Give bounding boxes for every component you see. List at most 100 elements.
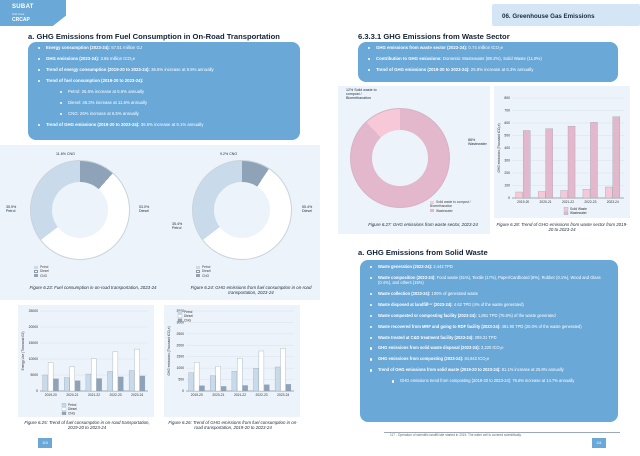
summary-key: GHG emissions (2023-24):: [46, 55, 100, 61]
summary-item: Contribution to GHG emissions: Domestic …: [368, 56, 608, 62]
summary-key: Trend of energy consumption (2019-20 to …: [46, 66, 150, 72]
summary-item: Trend of fuel consumption (2019-20 to 20…: [38, 78, 290, 84]
summary-value: 36.6% increase at 9.5% annually: [149, 66, 214, 72]
summary-item: Diesel: 46.3% increase at 11.6% annually: [38, 99, 290, 106]
donut-hole: [214, 182, 270, 238]
summary-value: GHG emissions trend from composting (201…: [400, 378, 575, 384]
legend-swatch: [563, 207, 569, 211]
y-tick-label: 100: [504, 184, 510, 188]
bar: [582, 189, 591, 199]
x-tick-label: 2021-22: [88, 393, 100, 397]
summary-item: Trend of GHG emissions (2019-20 to 2023-…: [368, 66, 608, 73]
fuel-consumption-donut: [30, 160, 130, 260]
bar: [545, 128, 553, 199]
x-tick-label: 2019-20: [45, 393, 57, 397]
summary-value: Petrol: 26.6% increase at 6.6% annually: [68, 88, 145, 94]
summary-value: 2,442 TPD: [432, 264, 453, 269]
bar: [193, 362, 200, 392]
legend-swatch: [196, 265, 200, 269]
legend-swatch: [34, 265, 38, 269]
summary-key: Trend of GHG emissions (2019-20 to 2023-…: [376, 66, 470, 72]
bar: [567, 125, 576, 199]
y-tick-label: 300: [504, 159, 510, 163]
summary-value: 0.74 million tCO₂e: [467, 45, 504, 50]
x-tick-label: 2023-24: [277, 393, 289, 397]
fuel-summary-list: Energy consumption (2023-24): 57.51 mill…: [38, 45, 290, 128]
figure-6-24-caption: Figure 6.24: GHG emissions from fuel con…: [190, 285, 312, 295]
summary-item: Trend of GHG emissions from solid waste …: [370, 368, 608, 373]
donut-hole: [372, 130, 428, 186]
waste-sector-donut: [350, 108, 450, 208]
summary-value: CNG: 26% increase at 6.5% annually: [68, 110, 139, 116]
fuel-summary-box: Energy consumption (2023-24): 57.51 mill…: [28, 42, 300, 140]
y-tick-label: 500: [178, 378, 184, 382]
bar: [107, 371, 113, 392]
x-tick-label: 2022-23: [256, 393, 268, 397]
summary-item: Trend of energy consumption (2019-20 to …: [38, 66, 290, 73]
bar: [258, 350, 265, 392]
donut2-legend: Petrol Diesel CNG: [196, 265, 211, 278]
y-tick-label: 15000: [29, 341, 39, 345]
y-tick-label: 600: [504, 121, 510, 125]
x-tick-label: 2022-23: [110, 393, 122, 397]
bar: [253, 367, 259, 392]
legend-swatch: [177, 310, 183, 314]
legend-swatch: [430, 200, 434, 204]
fuel-consumption-bar-chart: 0 5000 10000 15000 20000 25000 Energy Use (Tho…: [21, 309, 148, 415]
y-tick-label: 25000: [29, 309, 39, 313]
fuel-section-heading: a. GHG Emissions from Fuel Consumption i…: [28, 32, 280, 41]
bar: [280, 348, 286, 392]
bar: [188, 372, 194, 392]
summary-item: GHG emissions trend from composting (201…: [370, 379, 608, 384]
x-tick-label: 2023-24: [607, 200, 619, 204]
legend-swatch: [34, 274, 38, 278]
y-tick-label: 5000: [30, 373, 38, 377]
summary-value: Diesel: 46.3% increase at 11.6% annually: [68, 99, 147, 105]
donut-hole: [52, 182, 108, 238]
summary-item: Waste collection (2023-24): 100% of gene…: [370, 290, 608, 297]
bar: [74, 380, 81, 392]
donut-ring: [350, 108, 450, 208]
donut1-petrol-label: 35.9% Petrol: [6, 205, 17, 214]
y-tick-label: 0: [182, 389, 184, 393]
bar: [112, 351, 119, 392]
summary-item: GHG emissions from solid waste disposal …: [370, 346, 608, 351]
summary-key: Energy consumption (2023-24):: [46, 45, 110, 50]
legend-label: Solid Waste: [570, 207, 587, 211]
summary-key: Waste disposed at landfill¹¹⁷ (2023-24):: [378, 301, 453, 307]
y-tick-label: 1500: [176, 355, 184, 359]
legend-label: Diesel: [40, 269, 49, 274]
y-tick-label: 800: [504, 96, 510, 100]
y-tick-label: 3000: [176, 320, 184, 324]
summary-value: Food waste (51%), Textile (17%), Paper/C…: [378, 274, 601, 285]
bar: [64, 377, 70, 392]
bar: [215, 366, 221, 392]
bar: [274, 366, 281, 392]
legend-label: Solid waste to compost / Biomethanation: [430, 200, 471, 209]
y-tick-label: 200: [504, 171, 510, 175]
bar: [199, 385, 205, 392]
summary-item: CNG: 26% increase at 6.5% annually: [38, 110, 290, 117]
summary-key: Trend of GHG emissions from solid waste …: [378, 367, 501, 373]
summary-value: 3.65 million tCO₂e: [99, 55, 136, 61]
donut1-cng-label: 11.6% CNG: [56, 152, 75, 156]
solid-waste-list: Waste generation (2023-24): 2,442 TPD Was…: [370, 264, 608, 384]
legend-label: Diesel: [68, 407, 77, 411]
logo-title: SUBAT: [12, 4, 34, 10]
summary-item: Trend of GHG emissions (2019-20 to 2023-…: [38, 121, 290, 128]
summary-key: Waste generation (2023-24):: [378, 264, 433, 269]
y-tick-label: 0: [508, 196, 510, 200]
figure-6-28-caption: Figure 6.28: Trend of GHG emissions from…: [496, 222, 628, 232]
donut2-diesel-label: 55.4% Diesel: [302, 205, 313, 214]
legend-swatch: [196, 274, 200, 278]
fuel-ghg-donut: [192, 160, 292, 260]
summary-key: Trend of GHG emissions (2019-20 to 2023-…: [46, 121, 140, 127]
summary-value: 25.8% increase at 6.3% annually: [469, 66, 534, 72]
donut2-cng-label: 9.2% CNG: [220, 152, 238, 156]
summary-value: 100% of generated waste: [430, 290, 478, 296]
summary-key: Waste composition (2023-24):: [378, 274, 436, 280]
y-tick-label: 500: [504, 134, 510, 138]
bar: [537, 191, 546, 199]
summary-item: Waste disposed at landfill¹¹⁷ (2023-24):…: [370, 301, 608, 308]
solid-waste-summary-box: Waste generation (2023-24): 2,442 TPD Was…: [360, 260, 618, 422]
